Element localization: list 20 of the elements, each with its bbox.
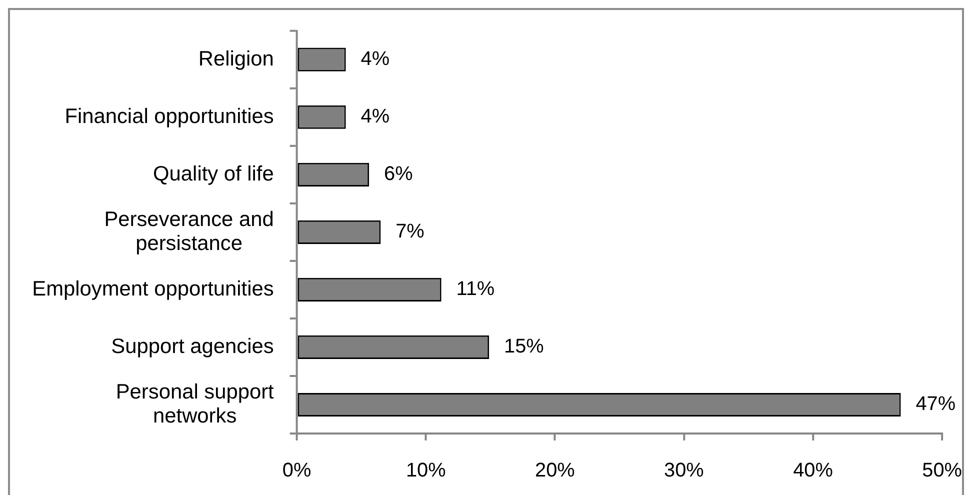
x-tick-label: 30% — [664, 460, 704, 482]
y-tick-label: Quality of life — [153, 162, 274, 186]
y-tick-label: Support agencies — [111, 335, 274, 358]
x-tick-label: 10% — [406, 460, 446, 482]
x-tick-label: 50% — [922, 460, 962, 482]
data-label: 6% — [384, 163, 413, 186]
data-label: 15% — [504, 336, 544, 358]
x-tick-label: 40% — [793, 460, 833, 482]
y-tick-label: Financial opportunities — [64, 104, 274, 128]
data-label: 4% — [360, 48, 390, 70]
data-label: 47% — [916, 393, 956, 416]
y-tick-label: Religion — [198, 47, 274, 70]
data-label: 7% — [396, 220, 424, 243]
x-tick-label: 20% — [534, 460, 575, 482]
y-tick-label: Employment opportunities — [32, 277, 274, 300]
x-tick-label: 0% — [282, 460, 312, 482]
y-tick-label: Personal support networks — [116, 380, 274, 428]
data-label: 11% — [456, 278, 495, 300]
y-tick-label: Perseverance and persistance — [104, 208, 274, 256]
data-label: 4% — [360, 106, 390, 128]
